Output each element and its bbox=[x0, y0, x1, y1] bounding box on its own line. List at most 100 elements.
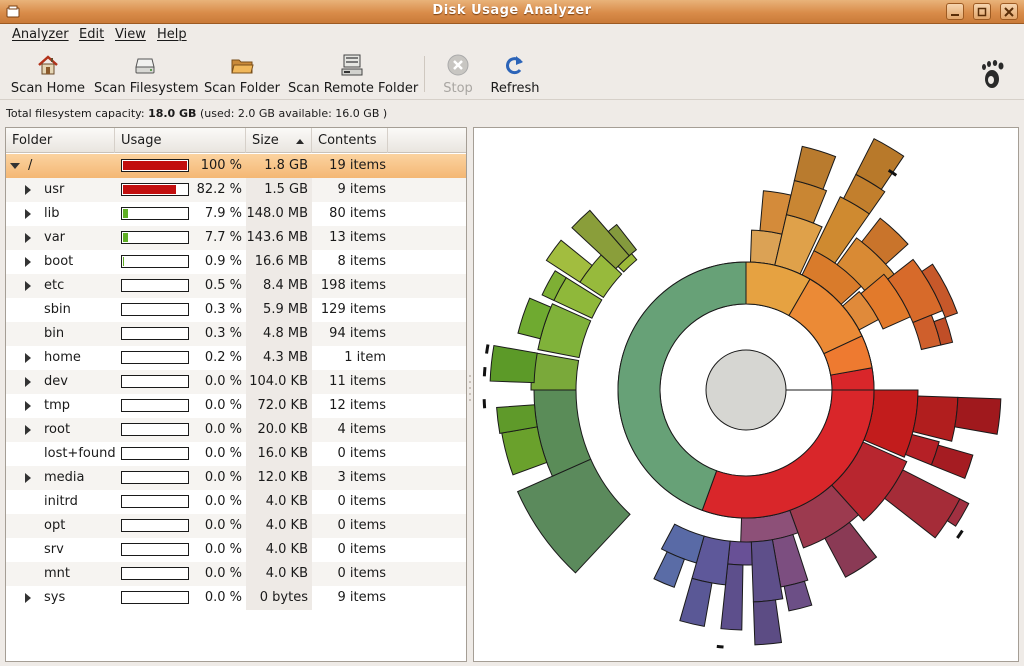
tree-row-home[interactable]: home 0.2 % 4.3 MB 1 item bbox=[6, 346, 466, 370]
usage-bar bbox=[121, 231, 189, 244]
expander-closed-icon[interactable] bbox=[25, 233, 31, 243]
expander-closed-icon[interactable] bbox=[25, 209, 31, 219]
capacity-total: 18.0 GB bbox=[148, 107, 197, 120]
maximize-button[interactable] bbox=[973, 3, 991, 20]
scan-home-label: Scan Home bbox=[10, 81, 86, 96]
ring-segment[interactable] bbox=[855, 138, 905, 191]
ring-segment[interactable] bbox=[530, 352, 580, 391]
ring-segment[interactable] bbox=[933, 316, 954, 346]
ring-segment[interactable] bbox=[653, 551, 686, 588]
ring-segment[interactable] bbox=[517, 297, 552, 340]
ring-chart[interactable] bbox=[474, 128, 1018, 661]
ring-segment[interactable] bbox=[930, 444, 974, 480]
title-bar[interactable]: Disk Usage Analyzer bbox=[0, 0, 1024, 24]
ring-segment[interactable] bbox=[824, 521, 878, 578]
ring-segment[interactable] bbox=[954, 396, 1002, 435]
menu-view[interactable]: View bbox=[115, 27, 146, 42]
ring-segment[interactable] bbox=[679, 577, 713, 627]
usage-bar bbox=[121, 399, 189, 412]
tree-row-root[interactable]: root 0.0 % 20.0 KB 4 items bbox=[6, 418, 466, 442]
scan-home-button[interactable]: Scan Home bbox=[8, 51, 88, 97]
column-usage[interactable]: Usage bbox=[115, 128, 246, 153]
usage-bar bbox=[121, 495, 189, 508]
ring-segment[interactable] bbox=[752, 599, 783, 646]
overflow-marker bbox=[485, 344, 490, 354]
ring-segment-lib[interactable] bbox=[617, 261, 747, 511]
tree-row-mnt[interactable]: mnt 0.0 % 4.0 KB 0 items bbox=[6, 562, 466, 586]
column-contents[interactable]: Contents bbox=[312, 128, 388, 153]
tree-row-boot[interactable]: boot 0.9 % 16.6 MB 8 items bbox=[6, 250, 466, 274]
usage-bar bbox=[121, 567, 189, 580]
ring-segment[interactable] bbox=[541, 270, 567, 302]
tree-row-lib[interactable]: lib 7.9 % 148.0 MB 80 items bbox=[6, 202, 466, 226]
expander-closed-icon[interactable] bbox=[25, 353, 31, 363]
tree-row-bin[interactable]: bin 0.3 % 4.8 MB 94 items bbox=[6, 322, 466, 346]
refresh-button[interactable]: Refresh bbox=[489, 51, 541, 97]
tree-row-media[interactable]: media 0.0 % 12.0 KB 3 items bbox=[6, 466, 466, 490]
ring-segment[interactable] bbox=[793, 145, 837, 190]
column-folder[interactable]: Folder bbox=[6, 128, 115, 153]
tree-row-tmp[interactable]: tmp 0.0 % 72.0 KB 12 items bbox=[6, 394, 466, 418]
tree-row-sbin[interactable]: sbin 0.3 % 5.9 MB 129 items bbox=[6, 298, 466, 322]
minimize-button[interactable] bbox=[946, 3, 964, 20]
ring-segment[interactable] bbox=[607, 223, 638, 257]
stop-button[interactable]: Stop bbox=[436, 51, 480, 97]
scan-folder-button[interactable]: Scan Folder bbox=[203, 51, 281, 97]
tree-row-lostfound[interactable]: lost+found 0.0 % 16.0 KB 0 items bbox=[6, 442, 466, 466]
tree-row-usr[interactable]: usr 82.2 % 1.5 GB 9 items bbox=[6, 178, 466, 202]
ring-segment-var[interactable] bbox=[823, 335, 873, 376]
ring-segment[interactable] bbox=[516, 458, 631, 574]
ring-chart-panel[interactable] bbox=[473, 127, 1019, 662]
expander-closed-icon[interactable] bbox=[25, 185, 31, 195]
tree-row-dev[interactable]: dev 0.0 % 104.0 KB 11 items bbox=[6, 370, 466, 394]
folder-size: 5.9 MB bbox=[263, 302, 308, 317]
size-column-bg bbox=[246, 346, 312, 370]
expander-closed-icon[interactable] bbox=[25, 377, 31, 387]
tree-row-root[interactable]: / 100 % 1.8 GB 19 items bbox=[6, 154, 466, 178]
tree-row-etc[interactable]: etc 0.5 % 8.4 MB 198 items bbox=[6, 274, 466, 298]
ring-segment[interactable] bbox=[946, 498, 970, 527]
ring-segment[interactable] bbox=[701, 389, 875, 519]
expander-open-icon[interactable] bbox=[10, 163, 20, 169]
app-icon[interactable] bbox=[6, 5, 20, 18]
expander-closed-icon[interactable] bbox=[25, 425, 31, 435]
tree-row-var[interactable]: var 7.7 % 143.6 MB 13 items bbox=[6, 226, 466, 250]
tree-row-sys[interactable]: sys 0.0 % 0 bytes 9 items bbox=[6, 586, 466, 610]
folder-tree[interactable]: Folder Usage Size Contents / 100 % 1.8 GB 1… bbox=[5, 127, 467, 662]
folder-size: 4.0 KB bbox=[265, 518, 308, 533]
ring-segment[interactable] bbox=[545, 239, 593, 283]
ring-segment[interactable] bbox=[489, 344, 538, 384]
folder-size: 4.0 KB bbox=[265, 566, 308, 581]
ring-segment[interactable] bbox=[912, 395, 959, 442]
expander-closed-icon[interactable] bbox=[25, 257, 31, 267]
pane-splitter[interactable] bbox=[468, 370, 472, 410]
scan-filesystem-button[interactable]: Scan Filesystem bbox=[94, 51, 199, 97]
expander-closed-icon[interactable] bbox=[25, 593, 31, 603]
folder-name: lib bbox=[44, 206, 60, 221]
tree-row-srv[interactable]: srv 0.0 % 4.0 KB 0 items bbox=[6, 538, 466, 562]
menu-analyzer[interactable]: Analyzer bbox=[12, 27, 69, 42]
ring-segment[interactable] bbox=[727, 540, 753, 566]
expander-closed-icon[interactable] bbox=[25, 281, 31, 291]
usage-percent: 7.9 % bbox=[204, 206, 242, 221]
scan-remote-folder-button[interactable]: Scan Remote Folder bbox=[288, 51, 418, 97]
expander-closed-icon[interactable] bbox=[25, 473, 31, 483]
tree-body: / 100 % 1.8 GB 19 items usr 82.2 % 1.5 GB 9 ite… bbox=[6, 154, 466, 610]
menu-edit[interactable]: Edit bbox=[79, 27, 105, 42]
folder-name: sys bbox=[44, 590, 66, 605]
folder-contents: 80 items bbox=[329, 206, 386, 221]
column-size[interactable]: Size bbox=[246, 128, 312, 153]
close-button[interactable] bbox=[1000, 3, 1018, 20]
folder-name: dev bbox=[44, 374, 68, 389]
expander-closed-icon[interactable] bbox=[25, 401, 31, 411]
folder-name: / bbox=[28, 158, 33, 173]
folder-contents: 0 items bbox=[337, 494, 386, 509]
ring-segment[interactable] bbox=[861, 217, 909, 265]
menu-help[interactable]: Help bbox=[157, 27, 187, 42]
ring-segment[interactable] bbox=[496, 404, 538, 434]
overflow-marker bbox=[716, 644, 724, 649]
ring-segment[interactable] bbox=[783, 580, 813, 612]
ring-center[interactable] bbox=[705, 349, 787, 431]
tree-row-opt[interactable]: opt 0.0 % 4.0 KB 0 items bbox=[6, 514, 466, 538]
tree-row-initrd[interactable]: initrd 0.0 % 4.0 KB 0 items bbox=[6, 490, 466, 514]
